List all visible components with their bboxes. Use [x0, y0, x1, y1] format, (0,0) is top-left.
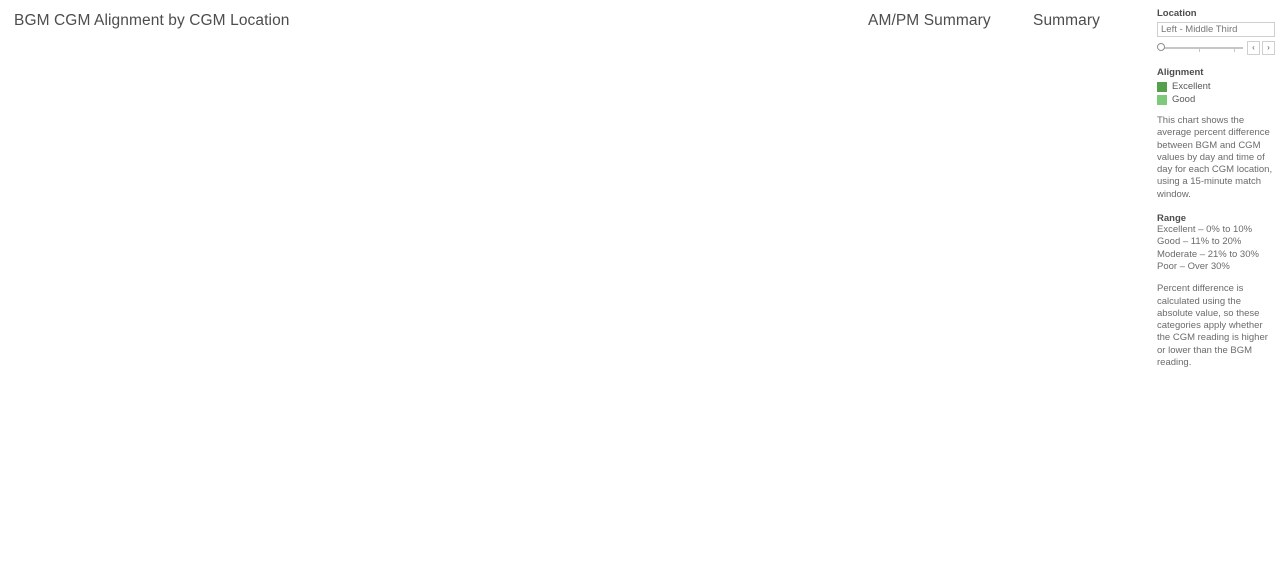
next-location-button[interactable]: › — [1262, 41, 1275, 55]
ampm-summary-title: AM/PM Summary — [868, 12, 991, 29]
range-line-poor: Poor – Over 30% — [1157, 260, 1230, 272]
sidebar: Location Left - Middle Third ‹ › Alignme… — [1150, 0, 1280, 563]
location-value-field[interactable]: Left - Middle Third — [1157, 22, 1275, 37]
summary-title: Summary — [1033, 12, 1101, 29]
legend-label-excellent: Excellent — [1172, 81, 1211, 92]
page-title: BGM CGM Alignment by CGM Location — [14, 12, 290, 29]
absolute-value-note: Percent difference is calculated using t… — [1157, 283, 1268, 369]
legend-item-good[interactable]: Good — [1157, 94, 1274, 105]
slider-line — [1164, 47, 1243, 49]
slider-handle[interactable] — [1157, 43, 1165, 51]
slider-tick — [1234, 49, 1235, 52]
slider-track[interactable] — [1157, 40, 1245, 56]
chart-description: This chart shows the average percent dif… — [1157, 115, 1273, 200]
range-line-excellent: Excellent – 0% to 10% — [1157, 224, 1253, 236]
range-title: Range — [1157, 213, 1187, 225]
range-line-moderate: Moderate – 21% to 30% — [1157, 248, 1259, 260]
legend-item-excellent[interactable]: Excellent — [1157, 81, 1274, 92]
location-filter-title: Location — [1157, 8, 1197, 19]
location-slider[interactable]: ‹ › — [1157, 40, 1275, 56]
legend-swatch-good — [1157, 94, 1167, 105]
prev-location-button[interactable]: ‹ — [1247, 41, 1260, 55]
legend-swatch-excellent — [1157, 81, 1167, 92]
alignment-legend-title: Alignment — [1157, 67, 1204, 78]
range-line-good: Good – 11% to 20% — [1157, 236, 1242, 248]
slider-tick — [1199, 49, 1200, 52]
alignment-legend: Alignment Excellent Good — [1157, 67, 1274, 105]
legend-label-good: Good — [1172, 94, 1196, 105]
